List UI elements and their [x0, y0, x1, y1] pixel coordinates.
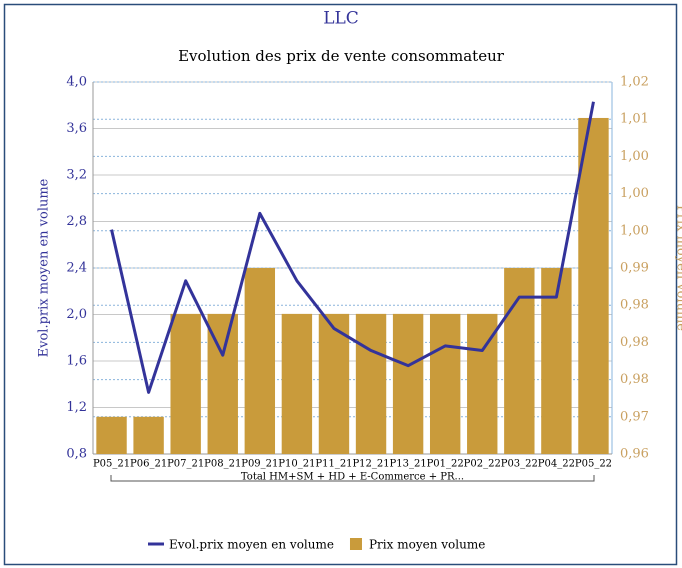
y2-tick-label: 1,01 — [620, 112, 649, 127]
y-tick-label: 2,8 — [66, 214, 87, 229]
legend-label: Evol.prix moyen en volume — [169, 538, 334, 552]
y-tick-label: 2,4 — [66, 261, 87, 276]
x-tick-label: P06_21 — [130, 459, 167, 470]
y2-tick-label: 1,00 — [620, 149, 649, 164]
y-tick-label: 1,2 — [66, 400, 87, 415]
y-tick-label: 3,2 — [66, 168, 87, 183]
y2-tick-label: 0,98 — [620, 335, 649, 350]
x-tick-label: P12_21 — [352, 459, 389, 470]
legend-label: Prix moyen volume — [369, 538, 485, 552]
bar — [392, 313, 424, 454]
bar — [170, 313, 201, 454]
legend-swatch — [349, 538, 362, 550]
line-series — [110, 101, 595, 394]
x-tick-label: P09_21 — [241, 459, 278, 470]
bar — [244, 268, 276, 454]
x-tick-label: P08_21 — [204, 459, 241, 470]
y2-tick-label: 0,96 — [620, 447, 649, 462]
bar — [318, 313, 350, 454]
y2-tick-label: 1,00 — [620, 186, 649, 201]
y-tick-label: 4,0 — [66, 75, 87, 90]
y-tick-label: 0,8 — [66, 447, 87, 462]
chart-frame — [3, 3, 678, 566]
group-label: Total HM+SM + HD + E-Commerce + PR... — [241, 472, 464, 483]
bar — [281, 313, 313, 454]
x-tick-label: P05_22 — [575, 459, 612, 470]
chart-title: LLC — [323, 9, 359, 29]
x-tick-label: P13_21 — [390, 459, 427, 470]
group-bracket — [110, 475, 595, 482]
bar — [355, 313, 387, 454]
x-tick-label: P05_21 — [93, 459, 130, 470]
bar — [133, 416, 164, 454]
y2-axis-title: Prix moyen volume — [674, 205, 682, 331]
bar — [578, 117, 609, 455]
x-tick-label: P10_21 — [278, 459, 315, 470]
y2-tick-label: 0,98 — [620, 298, 649, 313]
x-tick-label: P04_22 — [538, 459, 575, 470]
y-tick-label: 2,0 — [66, 307, 87, 322]
chart-subtitle: Evolution des prix de vente consommateur — [178, 47, 505, 65]
x-tick-label: P11_21 — [315, 459, 352, 470]
bar — [429, 313, 461, 454]
y2-tick-label: 0,97 — [620, 409, 649, 424]
x-tick-label: P01_22 — [427, 459, 464, 470]
x-tick-label: P07_21 — [167, 459, 204, 470]
y-tick-label: 1,6 — [66, 354, 87, 369]
x-tick-label: P03_22 — [501, 459, 538, 470]
x-tick-label: P02_22 — [464, 459, 501, 470]
y-axis-title: Evol.prix moyen en volume — [37, 178, 52, 357]
y2-tick-label: 1,02 — [620, 75, 649, 90]
y-tick-label: 3,6 — [66, 121, 87, 136]
y2-tick-label: 0,99 — [620, 261, 649, 276]
y2-tick-label: 1,00 — [620, 223, 649, 238]
bar — [96, 416, 127, 454]
y2-tick-label: 0,98 — [620, 372, 649, 387]
bar — [541, 268, 572, 454]
